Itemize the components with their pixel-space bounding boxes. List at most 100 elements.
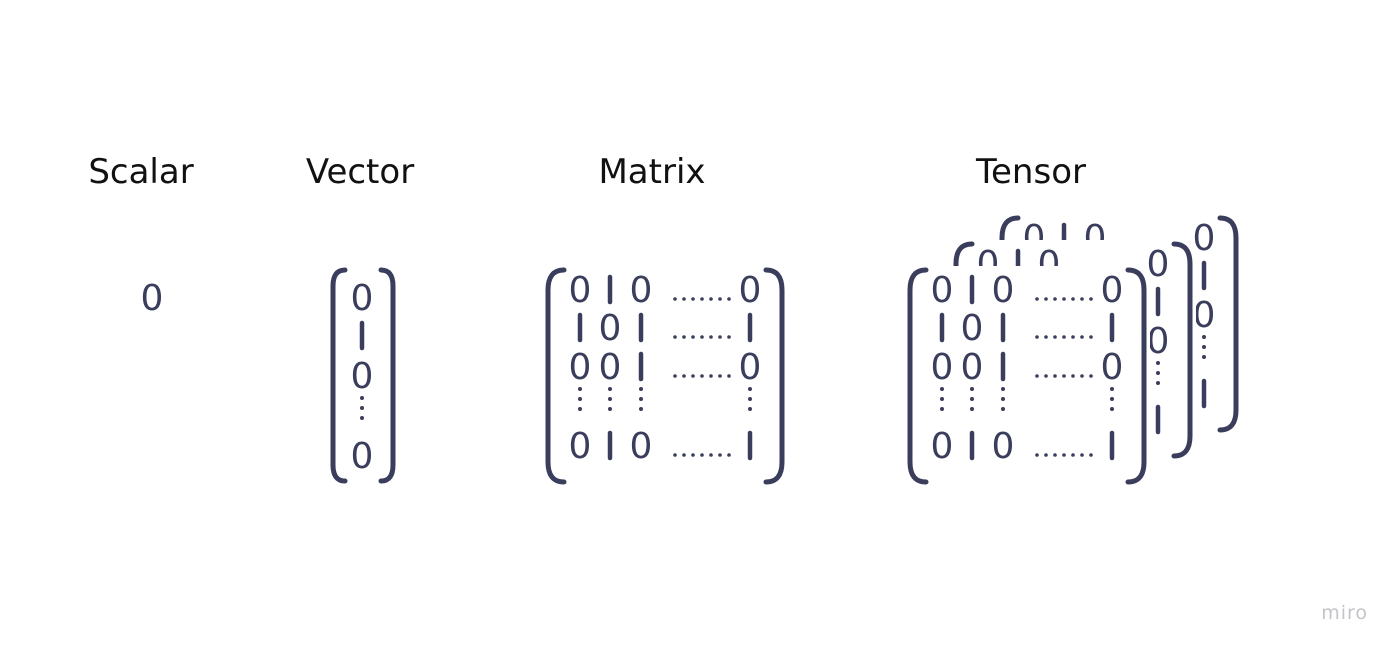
matrix-cell-1-1: 0 bbox=[599, 308, 622, 349]
matrix-cell-2-3-hdot bbox=[727, 374, 731, 378]
matrix-cell-0-3-hdot bbox=[673, 297, 677, 301]
tensor-title: Tensor bbox=[975, 152, 1086, 192]
vector-cell-0: 0 bbox=[351, 278, 374, 319]
tensor-layer-1-cell-3-4-vdot bbox=[1156, 361, 1160, 365]
matrix-cell-2-3-hdot bbox=[673, 374, 677, 378]
vector-cell-4: 0 bbox=[351, 436, 374, 477]
matrix-cell-0-0: 0 bbox=[569, 270, 592, 311]
matrix-right-bracket bbox=[763, 267, 785, 485]
matrix-cell-0-2: 0 bbox=[630, 270, 653, 311]
matrix-cell-3-0-vdot bbox=[578, 407, 582, 411]
matrix-cell-4-3-hdot bbox=[673, 453, 677, 457]
matrix-cell-1-3-hdot bbox=[718, 335, 722, 339]
tensor-layer-0-cell-4-3-hdot bbox=[1035, 453, 1039, 457]
matrix-cell-1-3-hdot bbox=[691, 335, 695, 339]
tensor-layer-1-cell-3-4-vdot bbox=[1156, 371, 1160, 375]
matrix-cell-0-3-hdot bbox=[709, 297, 713, 301]
tensor-layer-0-cell-1-3-hdot bbox=[1044, 335, 1048, 339]
tensor-layer-0-cell-2-3-hdot bbox=[1044, 374, 1048, 378]
matrix-cell-4-3-hdot bbox=[709, 453, 713, 457]
tensor-layer-2-cell-3-4-vdot bbox=[1202, 335, 1206, 339]
tensor-layer-0-cell-0-3-hdot bbox=[1080, 297, 1084, 301]
tensor-layer-0-right-bracket bbox=[1125, 267, 1147, 485]
miro-watermark: miro bbox=[1321, 602, 1368, 624]
matrix-cell-3-0-vdot bbox=[578, 397, 582, 401]
tensor-layer-0-cell-2-3-hdot bbox=[1071, 374, 1075, 378]
tensor-layer-0-cell-1-3-hdot bbox=[1053, 335, 1057, 339]
tensor-layer-0-cell-2-3-hdot bbox=[1062, 374, 1066, 378]
tensor-layer-0-cell-3-0-vdot bbox=[940, 397, 944, 401]
matrix-cell-0-3-hdot bbox=[682, 297, 686, 301]
tensor-layer-0-cell-1-1: 0 bbox=[961, 308, 984, 349]
matrix-cell-4-3-hdot bbox=[718, 453, 722, 457]
tensor-layer-0-cell-4-0: 0 bbox=[931, 426, 954, 467]
matrix-cell-0-3-hdot bbox=[718, 297, 722, 301]
matrix-cell-0-3-hdot bbox=[727, 297, 731, 301]
matrix-cell-2-0: 0 bbox=[569, 347, 592, 388]
tensor-layer-0: 0 0 000 0 00 0 bbox=[906, 266, 1150, 488]
tensor-layer-0-left-bracket bbox=[907, 267, 929, 485]
matrix-cell-2-3-hdot bbox=[682, 374, 686, 378]
matrix-cell-2-3-hdot bbox=[709, 374, 713, 378]
matrix-cell-2-3-hdot bbox=[718, 374, 722, 378]
tensor-layer-0-cell-0-0: 0 bbox=[931, 270, 954, 311]
tensor-layer-0-cell-0-3-hdot bbox=[1089, 297, 1093, 301]
matrix-cell-2-3-hdot bbox=[691, 374, 695, 378]
matrix-cell-1-3-hdot bbox=[682, 335, 686, 339]
tensor-layer-0-cell-2-4: 0 bbox=[1101, 347, 1124, 388]
matrix-cell-4-2: 0 bbox=[630, 426, 653, 467]
tensor-layer-0-cell-1-3-hdot bbox=[1080, 335, 1084, 339]
matrix-cell-3-4-vdot bbox=[748, 387, 752, 391]
tensor-layer-0-cell-1-3-hdot bbox=[1071, 335, 1075, 339]
tensor-layer-0-cell-2-0: 0 bbox=[931, 347, 954, 388]
vector-cell-3-vdot bbox=[360, 396, 364, 400]
matrix-cell-1-3-hdot bbox=[727, 335, 731, 339]
tensor-layer-1-cell-0-4: 0 bbox=[1147, 244, 1170, 285]
tensor-layer-0-cell-3-4-vdot bbox=[1110, 407, 1114, 411]
tensor-layer-0-cell-3-1-vdot bbox=[970, 397, 974, 401]
matrix-cell-4-3-hdot bbox=[700, 453, 704, 457]
matrix-cell-3-2-vdot bbox=[639, 387, 643, 391]
scalar-value: 0 bbox=[141, 278, 164, 319]
tensor-layer-0-cell-3-2-vdot bbox=[1001, 407, 1005, 411]
tensor-layer-0-cell-4-3-hdot bbox=[1071, 453, 1075, 457]
tensor-layer-0-cell-2-1: 0 bbox=[961, 347, 984, 388]
tensor-layer-0-cell-3-0-vdot bbox=[940, 387, 944, 391]
matrix-cell-3-0-vdot bbox=[578, 387, 582, 391]
matrix-cell-3-1-vdot bbox=[608, 387, 612, 391]
matrix-cell-4-3-hdot bbox=[727, 453, 731, 457]
tensor-layer-0-cell-0-3-hdot bbox=[1053, 297, 1057, 301]
tensor-layer-0-cell-4-3-hdot bbox=[1062, 453, 1066, 457]
tensor-layer-0-cell-2-3-hdot bbox=[1053, 374, 1057, 378]
matrix-cell-0-3-hdot bbox=[700, 297, 704, 301]
tensor-layer-0-cell-0-4: 0 bbox=[1101, 270, 1124, 311]
tensor-layer-2-cell-3-4-vdot bbox=[1202, 355, 1206, 359]
tensor-layer-2-cell-2-4: 0 bbox=[1193, 295, 1216, 336]
tensor-layer-0-cell-3-4-vdot bbox=[1110, 397, 1114, 401]
matrix-cell-0-4: 0 bbox=[739, 270, 762, 311]
matrix-cell-2-1: 0 bbox=[599, 347, 622, 388]
matrix-cell-3-4-vdot bbox=[748, 407, 752, 411]
matrix-cell-4-0: 0 bbox=[569, 426, 592, 467]
tensor-layer-1-cell-2-4: 0 bbox=[1147, 321, 1170, 362]
matrix-cell-4-3-hdot bbox=[682, 453, 686, 457]
tensor-layer-0-cell-4-3-hdot bbox=[1053, 453, 1057, 457]
tensor-layer-0-cell-3-0-vdot bbox=[940, 407, 944, 411]
vector-cell-2: 0 bbox=[351, 356, 374, 397]
tensor-layer-0-cell-4-3-hdot bbox=[1080, 453, 1084, 457]
matrix-cell-3-1-vdot bbox=[608, 407, 612, 411]
tensor-layer-1-cell-3-4-vdot bbox=[1156, 381, 1160, 385]
tensor-layer-0-cell-1-3-hdot bbox=[1035, 335, 1039, 339]
tensor-layer-2-cell-0-4: 0 bbox=[1193, 218, 1216, 259]
tensor-layer-0-cell-2-3-hdot bbox=[1080, 374, 1084, 378]
matrix-cell-2-3-hdot bbox=[700, 374, 704, 378]
tensor-layer-0-cell-1-3-hdot bbox=[1089, 335, 1093, 339]
matrix-cell-3-4-vdot bbox=[748, 397, 752, 401]
tensor-layer-0-cell-3-1-vdot bbox=[970, 387, 974, 391]
vector-cell-3-vdot bbox=[360, 416, 364, 420]
vector-title: Vector bbox=[306, 152, 414, 192]
matrix-cell-1-3-hdot bbox=[700, 335, 704, 339]
tensor-layer-0-cell-0-3-hdot bbox=[1062, 297, 1066, 301]
